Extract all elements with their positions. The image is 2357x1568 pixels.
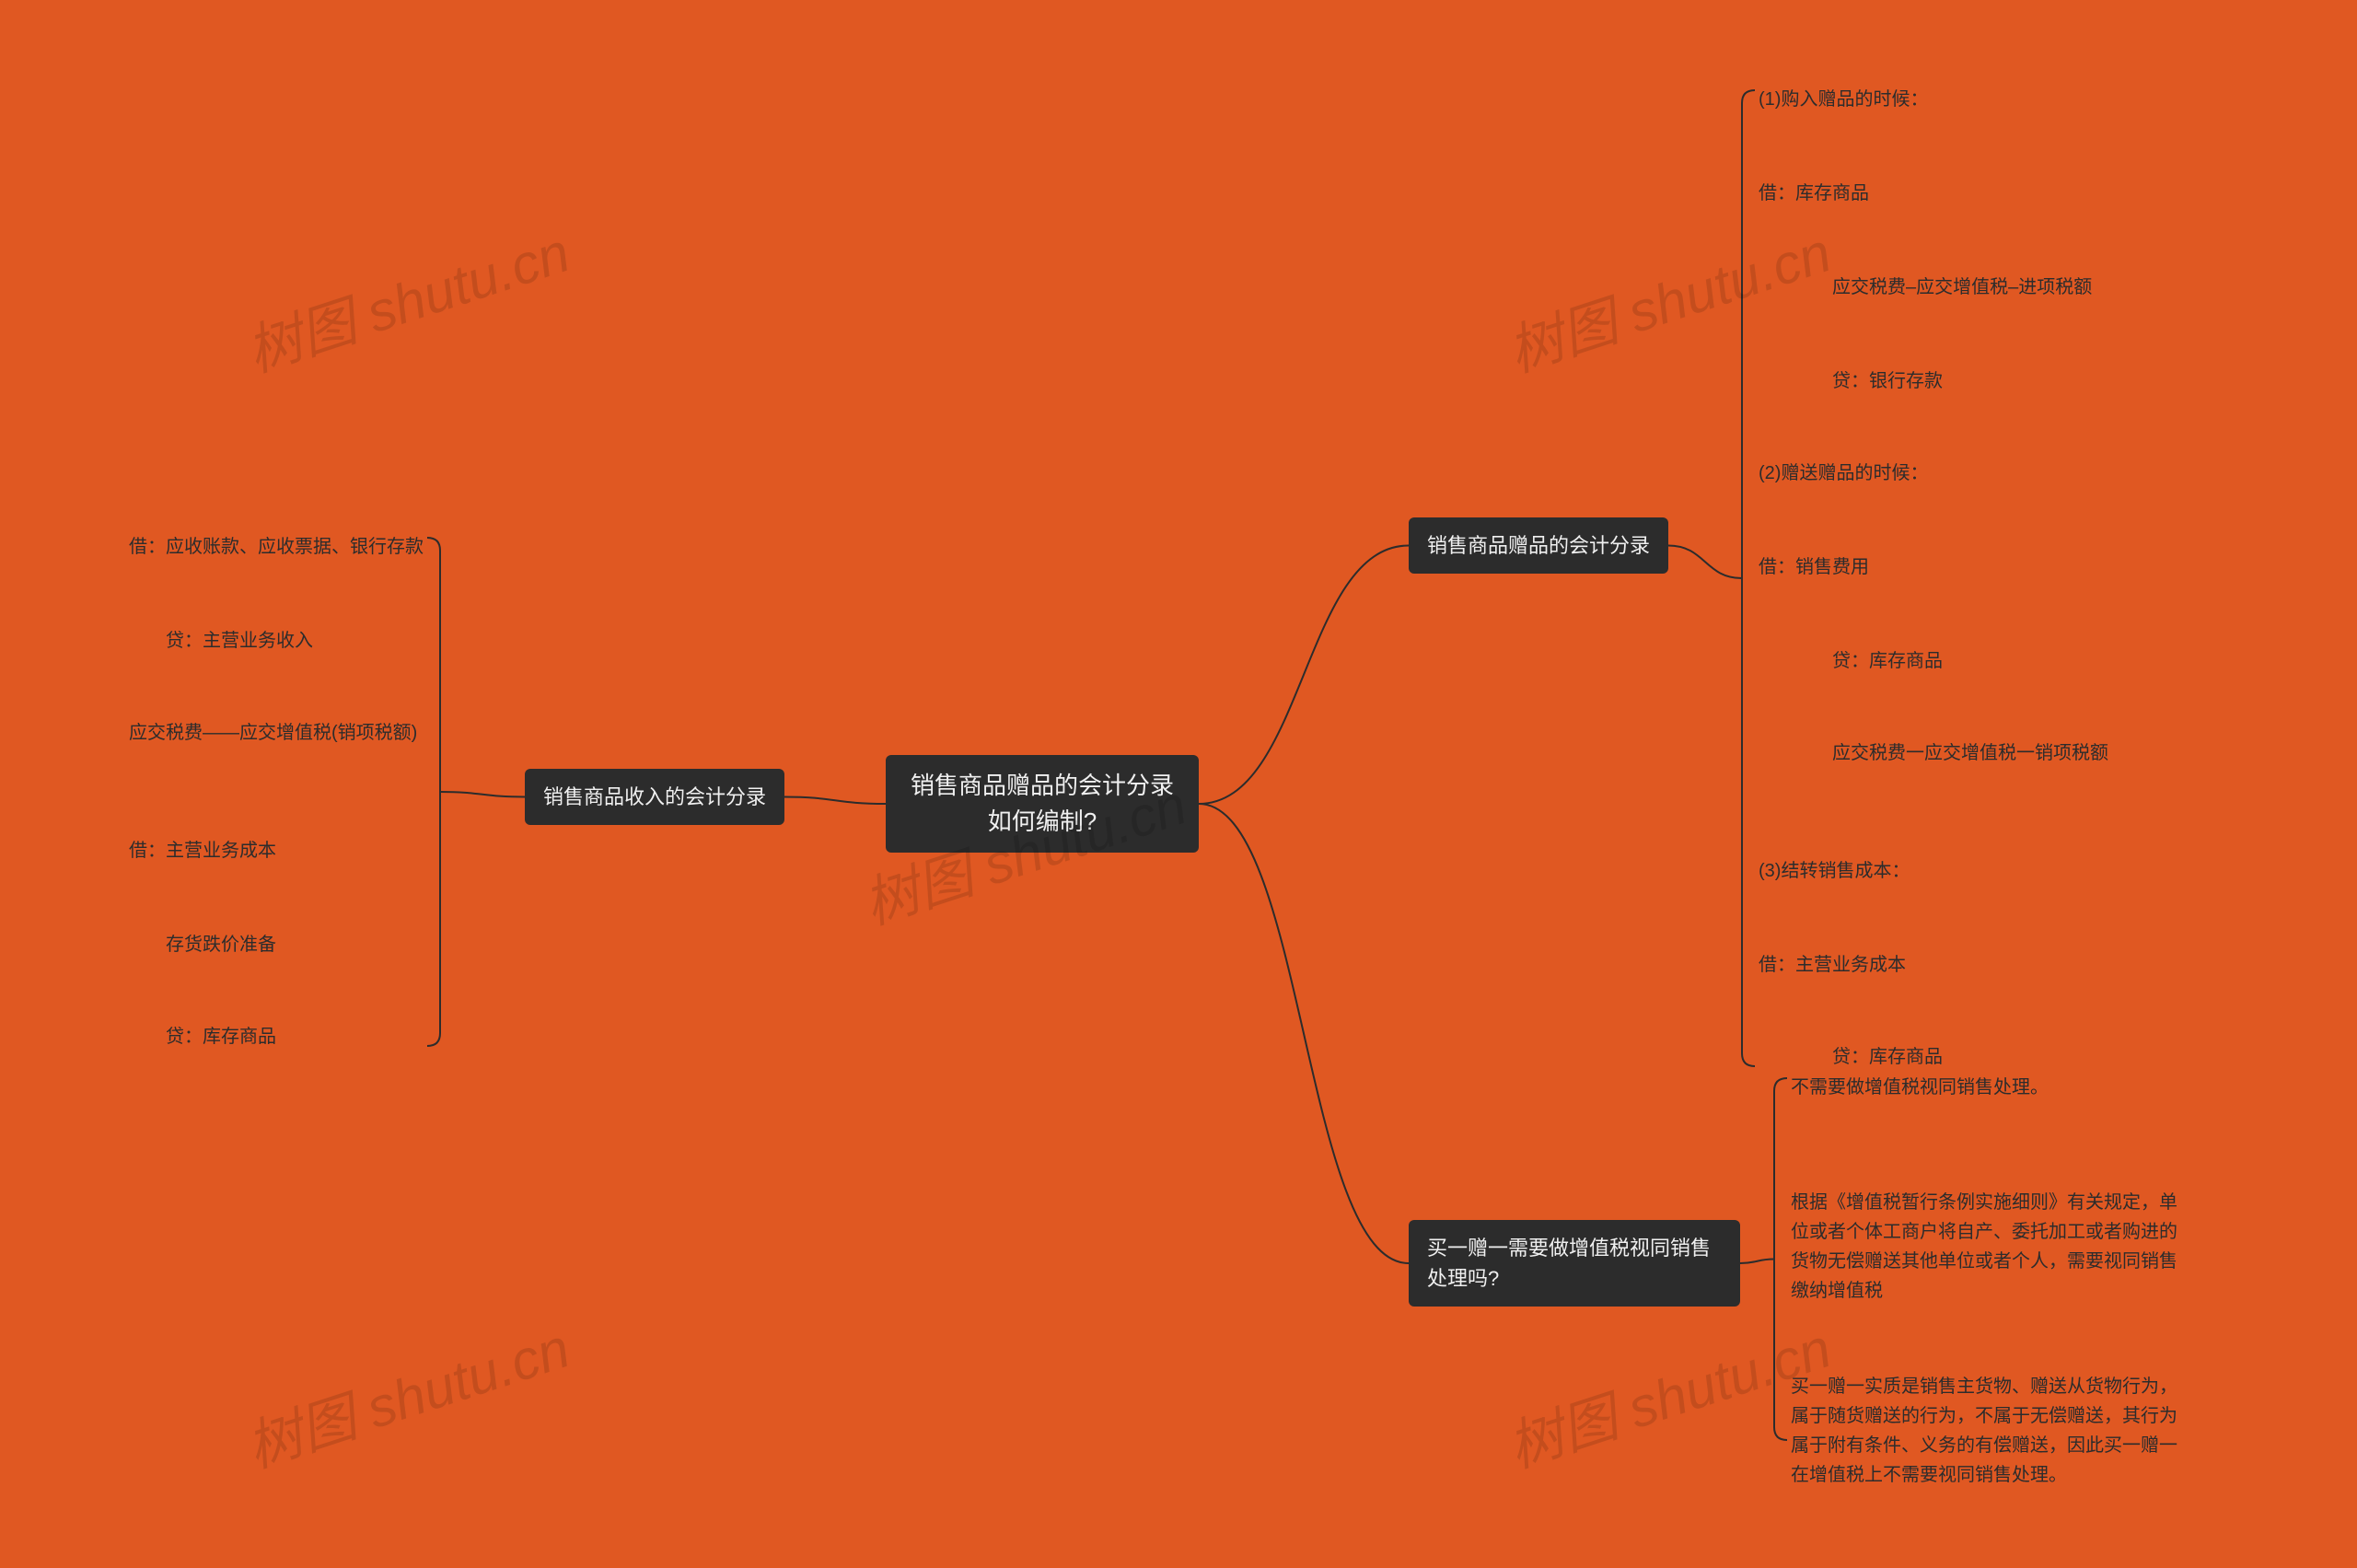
watermark: 树图 shutu.cn [235,1304,578,1483]
watermark: 树图 shutu.cn [1496,1304,1840,1483]
left-leaf: 存货跌价准备 [129,930,276,959]
right-leaf: 贷：银行存款 [1759,366,1943,396]
right-leaf: 根据《增值税暂行条例实施细则》有关规定，单位或者个体工商户将自产、委托加工或者购… [1791,1188,2187,1306]
right-leaf: 贷：库存商品 [1759,646,1943,676]
watermark: 树图 shutu.cn [235,208,578,388]
center-node[interactable]: 销售商品赠品的会计分录如何编制? [886,755,1199,853]
right-leaf: (3)结转销售成本： [1759,856,1910,886]
right-leaf: 不需要做增值税视同销售处理。 [1791,1073,2049,1102]
right-branch-node[interactable]: 销售商品赠品的会计分录 [1409,517,1668,574]
right-leaf: 贷：库存商品 [1759,1042,1943,1072]
right-leaf: (1)购入赠品的时候： [1759,85,1928,114]
left-leaf: 借：主营业务成本 [129,836,276,865]
left-leaf: 贷：主营业务收入 [129,626,313,656]
right-leaf: 借：销售费用 [1759,552,1869,582]
left-branch-node[interactable]: 销售商品收入的会计分录 [525,769,784,825]
right-leaf: 买一赠一实质是销售主货物、赠送从货物行为，属于随货赠送的行为，不属于无偿赠送，其… [1791,1372,2187,1490]
right-branch-node[interactable]: 买一赠一需要做增值税视同销售处理吗? [1409,1220,1740,1307]
right-leaf: (2)赠送赠品的时候： [1759,459,1928,488]
left-leaf: 应交税费——应交增值税(销项税额) [92,718,417,748]
right-leaf: 应交税费一应交增值税一销项税额 [1759,738,2108,768]
right-leaf: 应交税费–应交增值税–进项税额 [1759,273,2092,302]
right-leaf: 借：库存商品 [1759,179,1869,208]
right-leaf: 借：主营业务成本 [1759,950,1906,980]
left-leaf: 贷：库存商品 [129,1022,276,1051]
left-leaf: 借：应收账款、应收票据、银行存款 [129,532,424,562]
